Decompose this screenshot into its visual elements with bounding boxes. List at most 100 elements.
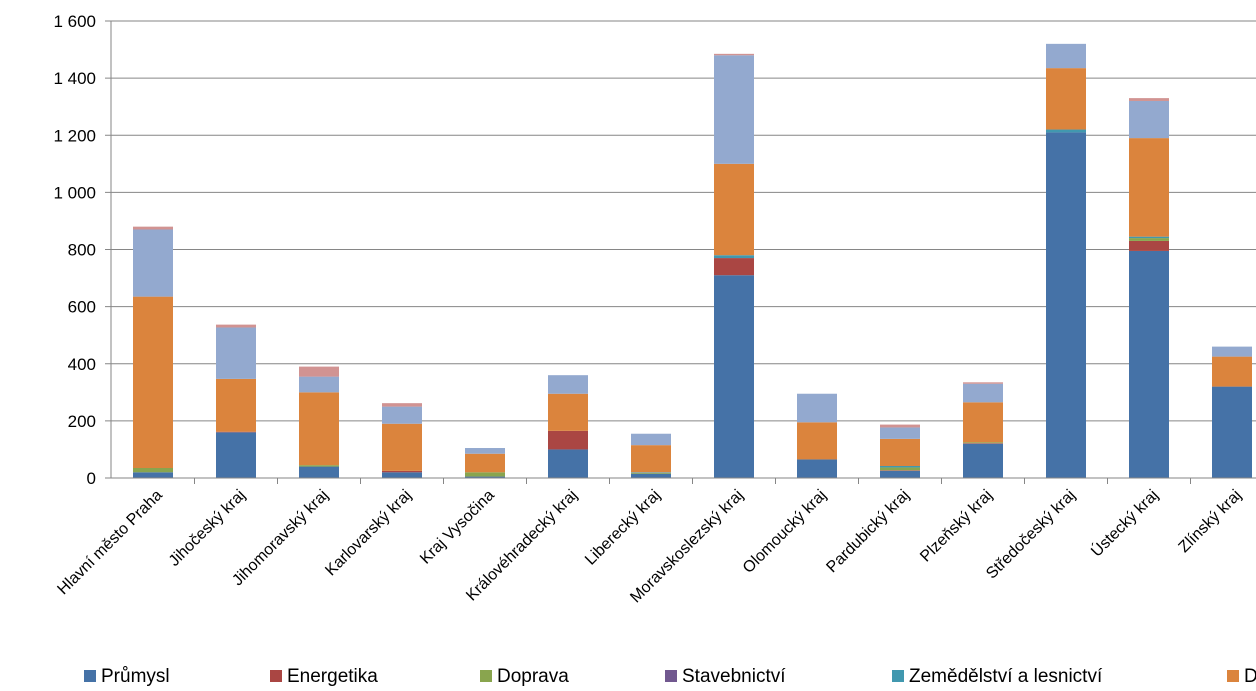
bar-segment [382, 403, 422, 407]
bar-segment [1046, 129, 1086, 133]
bar-segment [880, 470, 920, 478]
bar-segment [714, 53, 754, 56]
y-tick-label: 800 [68, 241, 96, 260]
bar-segment [216, 378, 256, 432]
legend-swatch [1227, 670, 1239, 682]
bar-segment [1129, 138, 1169, 237]
x-tick-label: Hlavní město Praha [54, 487, 165, 598]
bar-segment [1129, 98, 1169, 101]
legend: Průmysl Energetika Doprava Stavebnictví Země… [84, 666, 1256, 687]
y-tick-label: 400 [68, 355, 96, 374]
bar-segment [548, 449, 588, 478]
y-axis: 0 200 400 600 800 1 000 1 200 1 400 1 600 [53, 12, 112, 488]
bar-segment [299, 366, 339, 377]
bar-segment [1212, 386, 1252, 478]
bar-segment [1129, 238, 1169, 241]
bar-segment [631, 472, 671, 474]
bar-segment [963, 443, 1003, 478]
bar-segment [714, 255, 754, 259]
x-tick-label: Liberecký kraj [582, 487, 664, 569]
bar-segment [631, 433, 671, 446]
bar-segment [133, 468, 173, 473]
bar-segment [1046, 68, 1086, 130]
bar-segment [631, 445, 671, 473]
bar-segment [1212, 356, 1252, 387]
bar-segment [465, 453, 505, 473]
bar-segment [797, 459, 837, 478]
bar-segment [880, 466, 920, 468]
x-tick-label: Jihočeský kraj [166, 487, 249, 570]
bar-segment [548, 393, 588, 431]
bar-segment [382, 470, 422, 473]
bar-segment [465, 448, 505, 454]
x-tick-label: Karlovarský kraj [322, 487, 414, 579]
bar-segment [1129, 240, 1169, 251]
bar-segment [880, 427, 920, 439]
bar-segment [880, 424, 920, 428]
bar-segment [714, 55, 754, 164]
y-tick-label: 0 [87, 469, 96, 488]
bar-segment [548, 375, 588, 394]
bars [133, 43, 1252, 479]
x-tick-label: Ústecký kraj [1087, 485, 1162, 560]
legend-swatch [480, 670, 492, 682]
bar-segment [880, 467, 920, 471]
bar-segment [631, 473, 671, 478]
legend-swatch [84, 670, 96, 682]
x-tick-label: Zlínský kraj [1176, 487, 1245, 556]
bar-segment [216, 324, 256, 328]
bar-segment [465, 476, 505, 478]
x-tick-label: Pardubický kraj [823, 487, 912, 576]
bar-segment [465, 472, 505, 477]
bar-segment [880, 470, 920, 471]
bar-segment [1046, 132, 1086, 479]
legend-label: Průmysl [101, 666, 170, 687]
bar-segment [216, 431, 256, 433]
bar-segment [216, 327, 256, 379]
bar-segment [1212, 346, 1252, 357]
bar-segment [133, 296, 173, 469]
legend-label: Zemědělství a lesnictví [909, 666, 1103, 687]
bar-segment [299, 392, 339, 466]
bar-segment [548, 430, 588, 450]
bar-segment [216, 432, 256, 478]
bar-segment [299, 376, 339, 393]
y-tick-label: 600 [68, 298, 96, 317]
bar-segment [133, 472, 173, 478]
bar-segment [880, 438, 920, 467]
y-tick-label: 200 [68, 412, 96, 431]
bar-segment [1129, 100, 1169, 139]
bar-segment [797, 393, 837, 423]
bar-segment [1129, 236, 1169, 239]
bar-segment [382, 472, 422, 478]
legend-label: Stavebnictví [682, 666, 786, 687]
legend-label: Doprava [497, 666, 569, 687]
bar-segment [797, 422, 837, 460]
bar-segment [382, 423, 422, 471]
y-tick-label: 1 200 [53, 126, 96, 145]
x-tick-label: Olomoucký kraj [740, 487, 830, 577]
bar-segment [133, 229, 173, 297]
bar-segment [1046, 43, 1086, 69]
legend-label: D [1244, 666, 1256, 687]
bar-segment [714, 275, 754, 478]
y-tick-label: 1 600 [53, 12, 96, 31]
bar-segment [299, 466, 339, 478]
y-tick-label: 1 400 [53, 69, 96, 88]
bar-segment [1129, 250, 1169, 478]
bar-segment [714, 258, 754, 276]
legend-swatch [270, 670, 282, 682]
bar-segment [714, 163, 754, 256]
bar-segment [963, 382, 1003, 384]
bar-segment [299, 465, 339, 467]
legend-label: Energetika [287, 666, 378, 687]
bar-segment [963, 402, 1003, 443]
bar-segment [963, 443, 1003, 444]
legend-swatch [665, 670, 677, 682]
legend-swatch [892, 670, 904, 682]
x-tick-label: Kraj Vysočina [417, 487, 498, 568]
x-axis: Hlavní město Praha Jihočeský krajJihomora… [54, 477, 1256, 606]
bar-segment [963, 442, 1003, 444]
y-tick-label: 1 000 [53, 183, 96, 202]
